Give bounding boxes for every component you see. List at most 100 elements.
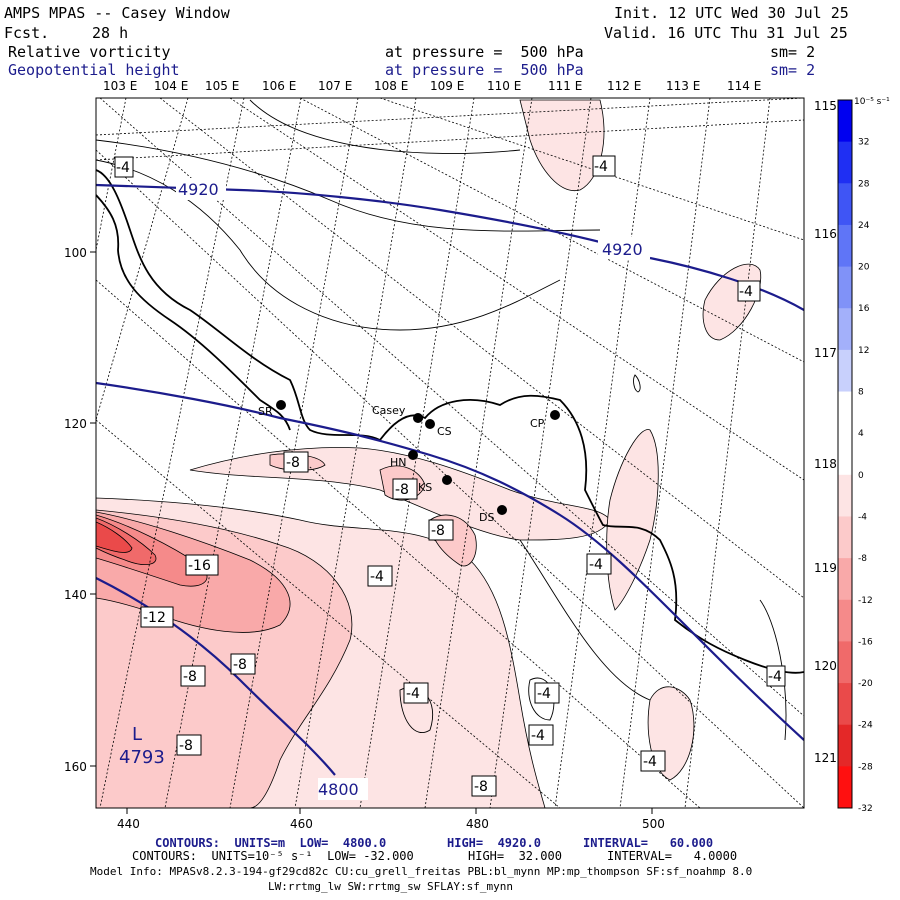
colorbar-label: -16 xyxy=(858,637,873,647)
height-labels: 4920 4920 4800 xyxy=(176,178,650,800)
colorbar-swatch xyxy=(838,641,852,684)
colorbar-swatch xyxy=(838,141,852,184)
colorbar-frame xyxy=(837,99,853,809)
colorbar-swatch xyxy=(838,683,852,726)
vort-label: -8 xyxy=(179,738,193,754)
station-marker xyxy=(413,413,423,423)
colorbar-swatch xyxy=(838,100,852,143)
coastlines xyxy=(96,169,804,674)
axis-ticks xyxy=(90,251,653,814)
colorbar-label: 20 xyxy=(858,263,870,273)
x-tick-labels: 440 460 480 500 xyxy=(117,817,665,831)
shade-minus24 xyxy=(96,521,133,553)
vorticity-contour-interval: INTERVAL= 4.0000 xyxy=(607,849,738,863)
colorbar-swatch xyxy=(838,308,852,351)
vort-label: -8 xyxy=(183,669,197,685)
colorbar-swatch xyxy=(838,433,852,476)
y-tick: 140 xyxy=(64,588,87,602)
vort-label: -16 xyxy=(188,558,211,574)
lon-label: 106 E xyxy=(262,79,296,93)
init-time: Init. 12 UTC Wed 30 Jul 25 xyxy=(614,4,849,22)
colorbar-label: 16 xyxy=(858,304,870,314)
lon-label: 111 E xyxy=(548,79,582,93)
lon-label: 108 E xyxy=(374,79,408,93)
shade-minus4-nne xyxy=(519,99,605,192)
station-marker xyxy=(276,400,286,410)
y-tick-labels: 100 120 140 160 xyxy=(64,246,87,774)
colorbar-label: 4 xyxy=(858,429,864,439)
valid-time: Valid. 16 UTC Thu 31 Jul 25 xyxy=(604,24,848,42)
shade-minus4-east xyxy=(702,263,762,341)
lon-label: 105 E xyxy=(205,79,239,93)
colorbar-swatch xyxy=(838,224,852,268)
lon-label: 113 E xyxy=(666,79,700,93)
vort-label: -8 xyxy=(474,779,488,795)
colorbar-label: 28 xyxy=(858,179,870,189)
height-4920 xyxy=(96,183,601,244)
colorbar-swatch xyxy=(838,724,852,767)
station-label-casey: Casey xyxy=(372,404,406,417)
model-info-2: LW:rrtmg_lw SW:rrtmg_sw SFLAY:sf_mynn xyxy=(268,880,514,893)
height-4860 xyxy=(96,381,804,741)
stations xyxy=(276,400,560,515)
vort-label: -8 xyxy=(286,455,300,471)
vorticity-contour-high: HIGH= 32.000 xyxy=(468,849,562,863)
vort-label: -4 xyxy=(643,754,657,770)
station-label-ks: KS xyxy=(418,481,432,494)
field1-smoothing: sm= 2 xyxy=(770,43,816,61)
vort-label: -12 xyxy=(143,610,166,626)
station-labels: SR Casey CS CP HN KS DS xyxy=(258,404,545,524)
shade-minus4-cp xyxy=(606,429,659,611)
station-marker xyxy=(442,475,452,485)
colorbar-unit: 10⁻⁵ s⁻¹ xyxy=(854,97,890,107)
colorbar-label: -28 xyxy=(858,762,873,772)
colorbar-swatch xyxy=(838,183,852,226)
station-marker xyxy=(497,505,507,515)
colorbar: 32 28 24 20 16 12 8 4 0 -4 -8 -12 -16 -20 -24 -28 -32 xyxy=(837,99,873,814)
y-tick: 120 xyxy=(64,417,87,431)
station-marker xyxy=(425,419,435,429)
x-tick: 440 xyxy=(117,817,140,831)
height-label: 4920 xyxy=(602,240,643,259)
lon-label: 114 E xyxy=(727,79,761,93)
colorbar-label: 32 xyxy=(858,138,869,148)
colorbar-label: -8 xyxy=(858,554,867,564)
field2-smoothing: sm= 2 xyxy=(770,61,816,79)
colorbar-swatch xyxy=(838,516,852,559)
colorbar-label: 12 xyxy=(858,346,869,356)
x-tick: 460 xyxy=(290,817,313,831)
height-4800 xyxy=(96,577,336,776)
colorbar-swatch xyxy=(838,558,852,601)
vort-label: -4 xyxy=(116,160,130,176)
model-info: Model Info: MPASv8.2.3-194-gf29cd82c CU:… xyxy=(90,865,753,878)
station-label-hn: HN xyxy=(390,456,407,469)
forecast-hour: 28 h xyxy=(92,24,129,42)
low-letter: L xyxy=(132,724,142,745)
colorbar-swatch xyxy=(838,766,852,809)
colorbar-swatch xyxy=(838,599,852,642)
colorbar-swatch xyxy=(838,266,852,309)
colorbar-label: -32 xyxy=(858,804,873,814)
lon-label: 103 E xyxy=(103,79,137,93)
field1-pressure: at pressure = 500 hPa xyxy=(385,43,584,61)
vort-label: -4 xyxy=(589,557,603,573)
vort-label: -8 xyxy=(233,657,247,673)
y-tick: 100 xyxy=(64,246,87,260)
colorbar-swatch xyxy=(838,391,852,434)
y-tick: 160 xyxy=(64,760,87,774)
height-label: 4920 xyxy=(178,180,219,199)
colorbar-label: -24 xyxy=(858,721,873,731)
low-value: 4793 xyxy=(119,747,165,768)
station-label-ds: DS xyxy=(479,511,494,524)
lon-label: 110 E xyxy=(487,79,521,93)
colorbar-label: -12 xyxy=(858,596,873,606)
field2-name: Geopotential height xyxy=(8,61,180,79)
lon-label: 104 E xyxy=(154,79,188,93)
field1-name: Relative vorticity xyxy=(8,43,171,61)
colorbar-label: 8 xyxy=(858,388,864,398)
lon-label: 112 E xyxy=(607,79,641,93)
vorticity-contours xyxy=(96,99,787,741)
vort-label: -4 xyxy=(739,284,753,300)
colorbar-label: -20 xyxy=(858,679,873,689)
vort-label: -4 xyxy=(537,686,551,702)
